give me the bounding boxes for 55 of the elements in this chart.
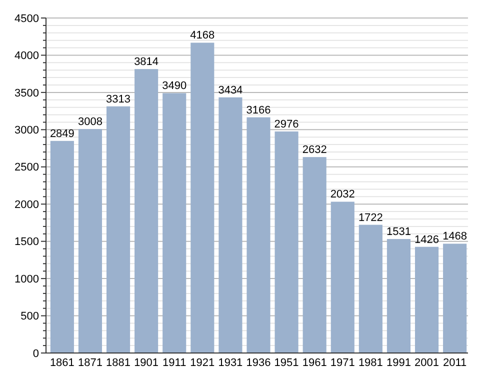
y-tick-label: 2500: [14, 162, 39, 174]
data-label: 2849: [50, 128, 74, 140]
bar: [330, 202, 354, 353]
data-label: 1468: [442, 230, 468, 243]
bar: [274, 131, 298, 353]
data-label: 3008: [78, 116, 102, 128]
data-label: 3166: [246, 104, 271, 116]
data-label: 3490: [162, 80, 187, 92]
data-label: 2632: [302, 144, 327, 156]
x-tick-label: 1871: [78, 357, 102, 369]
y-tick-label: 4000: [14, 50, 39, 62]
x-tick-label: 1881: [106, 357, 131, 369]
x-tick-label: 1931: [218, 357, 243, 369]
y-tick-label: 2000: [14, 198, 39, 211]
x-tick-label: 1951: [274, 357, 299, 369]
data-label: 4168: [190, 30, 215, 42]
bar: [246, 117, 270, 353]
bar: [134, 69, 158, 353]
y-tick-label: 4500: [14, 12, 39, 25]
y-tick-label: 500: [20, 310, 39, 323]
bar: [218, 97, 242, 353]
x-tick-label: 1991: [386, 357, 411, 369]
x-tick-label: 1961: [302, 357, 327, 369]
bar: [386, 239, 411, 353]
bar: [162, 93, 186, 353]
x-tick-label: 1921: [190, 357, 215, 369]
y-tick-label: 3500: [14, 87, 39, 100]
x-tick-label: 1911: [162, 357, 186, 369]
y-tick-label: 0: [32, 348, 39, 360]
data-label: 3434: [218, 84, 243, 96]
x-tick-label: 1936: [246, 357, 271, 369]
x-tick-label: 2001: [414, 357, 440, 369]
data-label: 2976: [274, 118, 299, 130]
x-tick-label: 1861: [50, 357, 74, 369]
x-tick-label: 1901: [134, 357, 159, 369]
y-tick-label: 1000: [14, 273, 39, 286]
data-label: 1426: [414, 234, 440, 246]
x-tick-label: 1981: [358, 357, 383, 369]
data-label: 1531: [386, 226, 411, 238]
x-tick-label: 2011: [442, 357, 467, 369]
bar: [190, 42, 214, 353]
bar: [443, 244, 467, 353]
bar: [50, 140, 74, 353]
y-tick-label: 3000: [14, 124, 39, 137]
data-label: 2032: [330, 188, 355, 201]
bar: [358, 224, 382, 353]
bar: [106, 106, 130, 353]
bar: [302, 157, 326, 353]
x-tick-label: 1971: [330, 357, 355, 369]
data-label: 1722: [358, 212, 383, 224]
data-label: 3814: [134, 56, 159, 68]
y-tick-label: 1500: [14, 236, 39, 248]
data-label: 3313: [106, 93, 131, 106]
bar: [414, 246, 439, 353]
bar: [78, 129, 102, 353]
